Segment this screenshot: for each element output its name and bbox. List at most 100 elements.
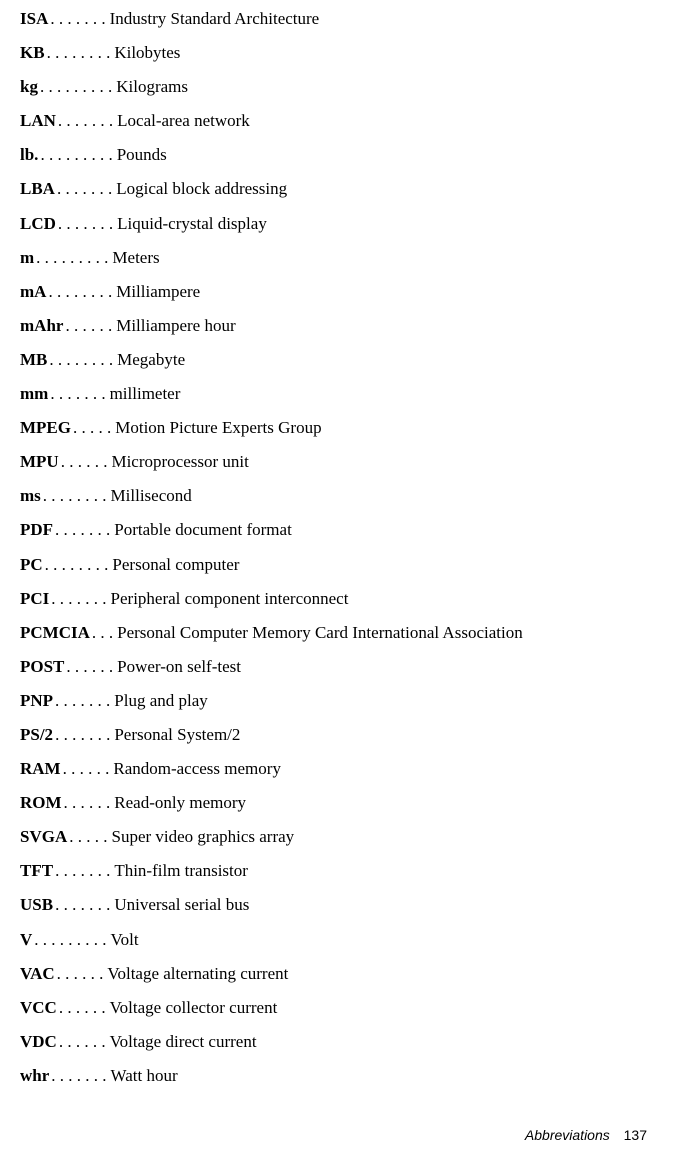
glossary-leader-dots: . . . . . . . bbox=[55, 894, 110, 916]
glossary-term: mAhr bbox=[20, 315, 63, 337]
glossary-entry: KB. . . . . . . .Kilobytes bbox=[20, 42, 655, 64]
glossary-leader-dots: . . . . . . bbox=[64, 792, 111, 814]
glossary-term: RAM bbox=[20, 758, 61, 780]
glossary-leader-dots: . . . . . . . bbox=[55, 690, 110, 712]
glossary-definition: Personal computer bbox=[112, 554, 239, 576]
glossary-term: PNP bbox=[20, 690, 53, 712]
glossary-entry: m . . . . . . . . .Meters bbox=[20, 247, 655, 269]
glossary-entry: USB. . . . . . .Universal serial bus bbox=[20, 894, 655, 916]
glossary-leader-dots: . . . . . . . . bbox=[45, 554, 109, 576]
glossary-definition: Super video graphics array bbox=[111, 826, 294, 848]
glossary-leader-dots: . . . . . . bbox=[66, 656, 113, 678]
glossary-entry: LBA. . . . . . .Logical block addressing bbox=[20, 178, 655, 200]
glossary-term: ROM bbox=[20, 792, 62, 814]
glossary-definition: Volt bbox=[111, 929, 139, 951]
glossary-leader-dots: . . . . . . . . bbox=[48, 281, 112, 303]
glossary-definition: Portable document format bbox=[114, 519, 292, 541]
glossary-term: PDF bbox=[20, 519, 53, 541]
glossary-entry: ms . . . . . . . .Millisecond bbox=[20, 485, 655, 507]
glossary-term: PCMCIA bbox=[20, 622, 90, 644]
glossary-entry: VCC . . . . . .Voltage collector current bbox=[20, 997, 655, 1019]
glossary-term: PC bbox=[20, 554, 43, 576]
glossary-leader-dots: . . . . . . . bbox=[55, 860, 110, 882]
glossary-entry: MB. . . . . . . .Megabyte bbox=[20, 349, 655, 371]
glossary-definition: Kilograms bbox=[116, 76, 188, 98]
glossary-definition: Personal Computer Memory Card Internatio… bbox=[117, 622, 523, 644]
glossary-leader-dots: . . . . . . bbox=[63, 758, 110, 780]
glossary-term: VCC bbox=[20, 997, 57, 1019]
glossary-definition: Meters bbox=[112, 247, 159, 269]
glossary-entry: LCD. . . . . . .Liquid-crystal display bbox=[20, 213, 655, 235]
glossary-leader-dots: . . . . . . bbox=[61, 451, 108, 473]
glossary-leader-dots: . . . . . . . . bbox=[43, 485, 107, 507]
glossary-definition: Industry Standard Architecture bbox=[110, 8, 320, 30]
footer-page-number: 137 bbox=[624, 1127, 647, 1143]
glossary-definition: Peripheral component interconnect bbox=[111, 588, 349, 610]
glossary-term: LBA bbox=[20, 178, 55, 200]
glossary-definition: Plug and play bbox=[114, 690, 208, 712]
glossary-entry: VAC . . . . . .Voltage alternating curre… bbox=[20, 963, 655, 985]
glossary-entry: PNP. . . . . . .Plug and play bbox=[20, 690, 655, 712]
glossary-definition: Personal System/2 bbox=[114, 724, 240, 746]
glossary-leader-dots: . . . . . . . bbox=[50, 8, 105, 30]
glossary-definition: Liquid-crystal display bbox=[117, 213, 267, 235]
glossary-entry: PCI . . . . . . .Peripheral component in… bbox=[20, 588, 655, 610]
glossary-definition: Voltage collector current bbox=[110, 997, 278, 1019]
glossary-term: MPU bbox=[20, 451, 59, 473]
glossary-definition: Power-on self-test bbox=[117, 656, 241, 678]
glossary-term: USB bbox=[20, 894, 53, 916]
glossary-definition: Local-area network bbox=[117, 110, 250, 132]
glossary-leader-dots: . . . . . . . bbox=[55, 724, 110, 746]
glossary-term: VAC bbox=[20, 963, 55, 985]
glossary-definition: Megabyte bbox=[117, 349, 185, 371]
glossary-leader-dots: . . . . . . . . . bbox=[40, 76, 112, 98]
glossary-term: kg bbox=[20, 76, 38, 98]
glossary-term: TFT bbox=[20, 860, 53, 882]
glossary-entry: PCMCIA. . .Personal Computer Memory Card… bbox=[20, 622, 655, 644]
glossary-entry: lb.. . . . . . . . .Pounds bbox=[20, 144, 655, 166]
glossary-definition: Voltage direct current bbox=[110, 1031, 257, 1053]
glossary-definition: Thin-film transistor bbox=[114, 860, 248, 882]
glossary-entry: PC . . . . . . . .Personal computer bbox=[20, 554, 655, 576]
glossary-entry: RAM . . . . . .Random-access memory bbox=[20, 758, 655, 780]
glossary-entry: ROM . . . . . .Read-only memory bbox=[20, 792, 655, 814]
glossary-entry: PDF. . . . . . .Portable document format bbox=[20, 519, 655, 541]
glossary-definition: Universal serial bus bbox=[114, 894, 249, 916]
glossary-definition: Microprocessor unit bbox=[111, 451, 248, 473]
glossary-entry: POST. . . . . .Power-on self-test bbox=[20, 656, 655, 678]
glossary-definition: Pounds bbox=[117, 144, 167, 166]
glossary-term: KB bbox=[20, 42, 45, 64]
glossary-list: ISA . . . . . . .Industry Standard Archi… bbox=[20, 8, 655, 1087]
glossary-entry: ISA . . . . . . .Industry Standard Archi… bbox=[20, 8, 655, 30]
glossary-leader-dots: . . . . . . . . bbox=[47, 42, 111, 64]
glossary-leader-dots: . . . bbox=[92, 622, 113, 644]
glossary-leader-dots: . . . . . . . bbox=[50, 383, 105, 405]
glossary-leader-dots: . . . . . . . bbox=[58, 110, 113, 132]
glossary-leader-dots: . . . . . . bbox=[59, 1031, 106, 1053]
glossary-leader-dots: . . . . . . . bbox=[58, 213, 113, 235]
glossary-term: V bbox=[20, 929, 32, 951]
glossary-term: ms bbox=[20, 485, 41, 507]
glossary-definition: Read-only memory bbox=[114, 792, 246, 814]
glossary-entry: mAhr. . . . . .Milliampere hour bbox=[20, 315, 655, 337]
glossary-definition: Watt hour bbox=[111, 1065, 178, 1087]
glossary-term: MB bbox=[20, 349, 47, 371]
glossary-entry: kg. . . . . . . . .Kilograms bbox=[20, 76, 655, 98]
glossary-leader-dots: . . . . . . . . . bbox=[36, 247, 108, 269]
glossary-leader-dots: . . . . . . . bbox=[57, 178, 112, 200]
glossary-term: whr bbox=[20, 1065, 49, 1087]
glossary-entry: V . . . . . . . . .Volt bbox=[20, 929, 655, 951]
glossary-definition: Milliampere hour bbox=[116, 315, 235, 337]
glossary-leader-dots: . . . . . . . . . bbox=[34, 929, 106, 951]
glossary-entry: LAN. . . . . . .Local-area network bbox=[20, 110, 655, 132]
glossary-term: mm bbox=[20, 383, 48, 405]
glossary-entry: mm . . . . . . .millimeter bbox=[20, 383, 655, 405]
glossary-entry: whr . . . . . . .Watt hour bbox=[20, 1065, 655, 1087]
glossary-term: SVGA bbox=[20, 826, 67, 848]
glossary-definition: Random-access memory bbox=[113, 758, 281, 780]
glossary-definition: Kilobytes bbox=[114, 42, 180, 64]
page-footer: Abbreviations 137 bbox=[20, 1127, 655, 1143]
glossary-entry: PS/2. . . . . . .Personal System/2 bbox=[20, 724, 655, 746]
glossary-term: lb. bbox=[20, 144, 38, 166]
glossary-term: LCD bbox=[20, 213, 56, 235]
